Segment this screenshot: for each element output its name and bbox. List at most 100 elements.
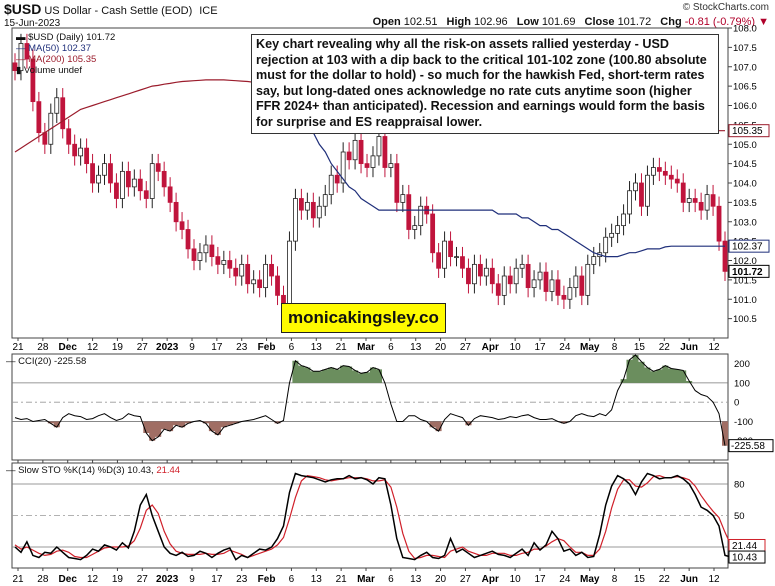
candle-body — [436, 252, 442, 269]
candle-body — [704, 194, 710, 211]
candle-body — [257, 279, 263, 289]
x-tick-label: 9 — [189, 342, 195, 353]
x-tick-label: Dec — [59, 342, 78, 353]
candle-body — [531, 279, 537, 289]
symbol-exchange: ICE — [199, 5, 218, 17]
candle-body — [645, 174, 650, 207]
candle-body — [561, 294, 567, 300]
candle-body — [293, 198, 298, 242]
price-marker-label: 102.37 — [732, 242, 763, 253]
x-tick-label: May — [580, 574, 600, 585]
price-y-tick-label: 104.0 — [733, 179, 757, 190]
cci-last-value-box — [728, 439, 774, 453]
candle-body — [609, 232, 615, 238]
candle-body — [633, 182, 638, 192]
candle-body — [448, 240, 453, 258]
candle-body — [90, 163, 95, 184]
candle-body — [328, 174, 334, 196]
chg-label: Chg — [660, 16, 682, 28]
candle-body — [591, 256, 597, 265]
candle-body — [340, 151, 346, 184]
x-tick-label: 21 — [336, 574, 348, 585]
price-y-tick-label: 103.0 — [733, 217, 757, 228]
candle-body — [275, 275, 280, 296]
x-tick-label: Feb — [258, 574, 276, 585]
candle-body — [102, 163, 107, 176]
x-tick-label: 12 — [708, 342, 720, 353]
open-value: 102.51 — [403, 16, 438, 28]
x-tick-label: 20 — [435, 342, 447, 353]
price-panel: 100.5101.0101.5102.0102.5103.0103.5104.0… — [11, 24, 770, 339]
candle-body — [167, 186, 173, 203]
triangle-down-icon: ▼ — [758, 16, 769, 28]
x-tick-label: 13 — [311, 574, 323, 585]
price-y-tick-label: 107.5 — [733, 43, 757, 54]
candle-body — [400, 194, 406, 203]
price-marker-box — [728, 239, 770, 253]
candle-body — [316, 205, 322, 219]
candle-body — [131, 178, 137, 188]
candle-body — [477, 263, 483, 277]
price-y-tick-label: 106.5 — [733, 82, 757, 93]
candle-body — [686, 198, 692, 203]
symbol-ticker: $USD — [4, 1, 42, 17]
price-y-tick-label: 108.0 — [733, 24, 757, 35]
candle-body — [585, 263, 591, 296]
promo-label[interactable]: monicakingsley.co — [281, 303, 446, 333]
x-tick-label: 22 — [659, 574, 671, 585]
price-marker-box — [728, 264, 770, 278]
x-tick-label: 2023 — [156, 342, 179, 353]
x-tick-label: 13 — [410, 342, 422, 353]
candle-body — [537, 271, 543, 281]
candle-body — [78, 147, 84, 157]
x-tick-label: 23 — [236, 574, 248, 585]
price-y-tick-label: 100.5 — [733, 314, 757, 325]
close-label: Close — [584, 16, 615, 28]
price-marker-box — [728, 124, 770, 138]
ma50-line — [289, 97, 725, 258]
candle-body — [668, 174, 674, 180]
candle-body — [60, 97, 66, 130]
high-label: High — [446, 16, 471, 28]
x-tick-label: 28 — [37, 574, 49, 585]
candle-body — [507, 275, 513, 285]
candle-body — [119, 170, 125, 199]
x-tick-label: 27 — [137, 574, 149, 585]
candle-body — [245, 263, 251, 285]
candle-body — [179, 221, 185, 230]
candle-body — [716, 205, 722, 242]
candle-body — [346, 151, 352, 161]
candle-body — [334, 174, 340, 184]
candle-body — [298, 198, 304, 211]
x-tick-label: 15 — [634, 342, 646, 353]
candle-body — [549, 279, 555, 292]
close-value: 101.72 — [617, 16, 652, 28]
price-y-tick-label: 106.0 — [733, 101, 757, 112]
open-label: Open — [372, 16, 401, 28]
x-tick-label: 27 — [460, 342, 472, 353]
candle-body — [722, 240, 728, 272]
legend-price: ▬ $USD (Daily) 101.72 — [16, 32, 116, 43]
legend-ma200: — MA(200) 105.35 — [16, 54, 97, 65]
candle-body — [483, 267, 489, 277]
x-tick-label: 6 — [289, 574, 295, 585]
candle-body — [185, 229, 191, 250]
high-value: 102.96 — [474, 16, 508, 28]
candle-body — [370, 155, 376, 168]
sto-k-line — [14, 472, 732, 561]
candle-body — [418, 205, 424, 227]
x-tick-label: Mar — [357, 342, 375, 353]
candle-body — [322, 194, 328, 207]
candle-body — [191, 248, 197, 261]
stockcharts-brand[interactable]: © StockCharts.com — [682, 2, 769, 13]
candle-body — [364, 163, 370, 168]
x-tick-label: 6 — [388, 342, 394, 353]
candle-body — [603, 236, 609, 254]
cci-label: — CCI(20) -225.58 — [6, 356, 87, 367]
candle-body — [501, 275, 507, 296]
chart-symbol-title: $USD US Dollar - Cash Settle (EOD) ICE — [4, 1, 218, 17]
candle-body — [137, 178, 143, 192]
x-tick-label: 15 — [634, 574, 646, 585]
candle-body — [567, 287, 573, 300]
